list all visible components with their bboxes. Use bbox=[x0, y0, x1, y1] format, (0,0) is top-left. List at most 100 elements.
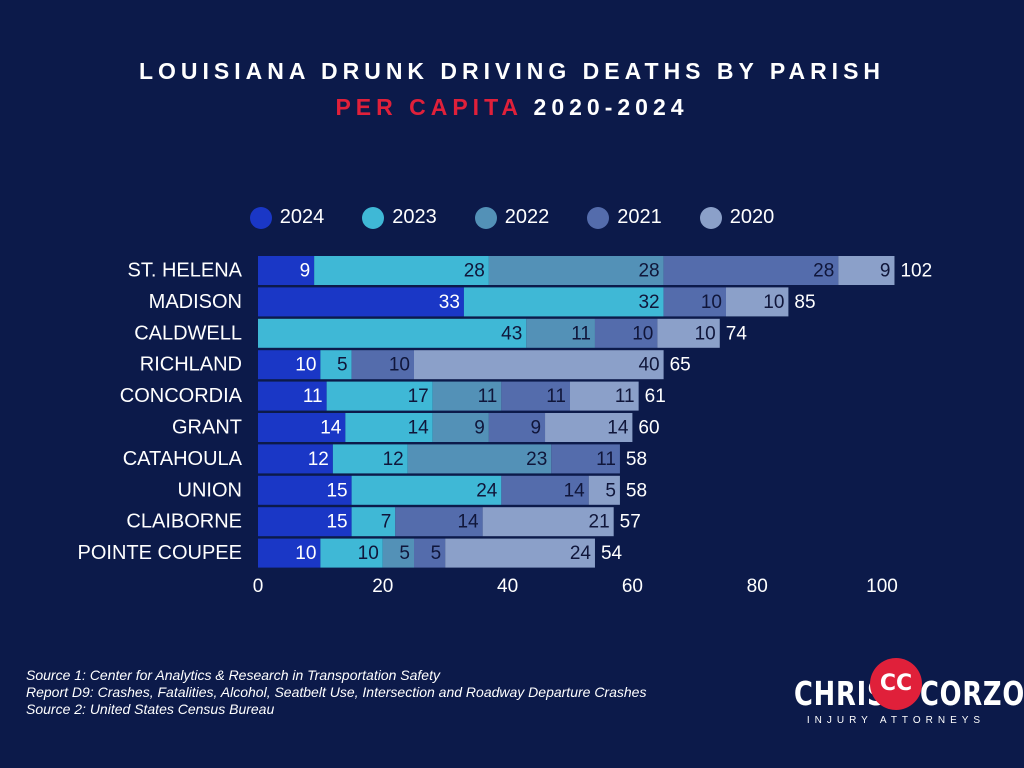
subtitle-rest: 2020-2024 bbox=[522, 94, 689, 120]
data-label: 10 bbox=[701, 292, 722, 313]
bar-segment-2020 bbox=[545, 413, 633, 442]
data-label: 9 bbox=[530, 418, 541, 439]
bar-segment-2022 bbox=[432, 413, 489, 442]
total-label: 54 bbox=[601, 543, 623, 564]
x-tick-label: 0 bbox=[253, 576, 264, 597]
stacked-bar-chart: ST. HELENA 9 28 28 28 9 102 MADISON 33 32 10 10 85 CA… bbox=[78, 256, 932, 597]
data-label: 10 bbox=[763, 292, 784, 313]
bar-segment-2021 bbox=[351, 350, 414, 380]
x-tick-label: 100 bbox=[866, 576, 898, 597]
chart-legend: 2024 2023 2022 2021 2020 bbox=[0, 206, 1024, 229]
data-label: 5 bbox=[399, 543, 410, 564]
legend-swatch-icon bbox=[362, 206, 385, 229]
legend-swatch-icon bbox=[474, 206, 497, 229]
total-label: 74 bbox=[726, 323, 748, 344]
data-label: 28 bbox=[813, 261, 834, 282]
subtitle-accent: PER CAPITA bbox=[335, 94, 523, 120]
data-label: 12 bbox=[383, 449, 404, 470]
category-label: CONCORDIA bbox=[120, 385, 243, 407]
data-label: 11 bbox=[478, 386, 498, 407]
legend-item-2020: 2020 bbox=[699, 206, 775, 229]
data-label: 23 bbox=[526, 449, 547, 470]
bar-segment-2023 bbox=[320, 538, 383, 568]
bar-segment-2023 bbox=[351, 507, 396, 537]
data-label: 11 bbox=[571, 323, 591, 344]
bar-segment-2024 bbox=[258, 381, 327, 411]
chart-subtitle: PER CAPITA 2020-2024 bbox=[0, 94, 1024, 121]
legend-item-2021: 2021 bbox=[587, 206, 662, 229]
bar-segment-2022 bbox=[382, 538, 414, 568]
bar-segment-2024 bbox=[258, 287, 464, 317]
data-label: 5 bbox=[337, 355, 348, 376]
bar-segment-2021 bbox=[501, 475, 589, 505]
data-label: 28 bbox=[638, 261, 659, 282]
data-label: 10 bbox=[295, 543, 316, 564]
category-label: POINTE COUPEE bbox=[78, 542, 242, 564]
data-label: 43 bbox=[501, 323, 522, 344]
data-label: 11 bbox=[303, 386, 323, 407]
data-label: 21 bbox=[589, 512, 610, 533]
legend-swatch-icon bbox=[249, 206, 272, 229]
source-line-1: Source 1: Center for Analytics & Researc… bbox=[26, 667, 440, 683]
bar-segment-2022 bbox=[488, 256, 664, 285]
logo-tagline: INJURY ATTORNEYS bbox=[806, 715, 986, 726]
data-label: 14 bbox=[320, 418, 342, 439]
legend-item-2024: 2024 bbox=[249, 206, 324, 229]
category-label: CLAIBORNE bbox=[126, 511, 242, 533]
bar-segment-2021 bbox=[663, 256, 839, 285]
data-label: 11 bbox=[615, 386, 635, 407]
total-label: 58 bbox=[626, 449, 647, 470]
data-label: 7 bbox=[381, 512, 392, 533]
data-label: 10 bbox=[632, 323, 653, 344]
chart-title: LOUISIANA DRUNK DRIVING DEATHS BY PARISH bbox=[138, 58, 886, 84]
legend-item-2023: 2023 bbox=[362, 206, 437, 229]
data-label: 5 bbox=[431, 543, 442, 564]
data-label: 10 bbox=[695, 323, 716, 344]
total-label: 85 bbox=[794, 292, 815, 313]
category-label: UNION bbox=[178, 479, 242, 501]
category-label: ST. HELENA bbox=[128, 260, 243, 282]
data-label: 10 bbox=[295, 355, 316, 376]
bar-segment-2020 bbox=[570, 381, 639, 411]
data-label: 10 bbox=[358, 543, 379, 564]
logo: CHRIS CC CORZO INJURY ATTORNEYS bbox=[790, 656, 1024, 730]
bar-segment-2023 bbox=[463, 287, 664, 317]
legend-label: 2020 bbox=[729, 206, 775, 228]
x-tick-label: 40 bbox=[497, 576, 518, 597]
x-tick-label: 20 bbox=[372, 576, 393, 597]
data-label: 14 bbox=[607, 418, 629, 439]
total-label: 57 bbox=[620, 512, 641, 533]
total-label: 60 bbox=[638, 418, 659, 439]
bar-segment-2020 bbox=[482, 507, 614, 537]
data-label: 33 bbox=[439, 292, 460, 313]
bar-segment-2023 bbox=[332, 444, 408, 474]
data-label: 14 bbox=[457, 512, 479, 533]
bar-segment-2021 bbox=[551, 444, 620, 474]
source-line-2: Report D9: Crashes, Fatalities, Alcohol,… bbox=[26, 684, 647, 700]
bar-segment-2020 bbox=[657, 318, 720, 348]
bar-segment-2023 bbox=[345, 413, 433, 442]
source-line-3: Source 2: United States Census Bureau bbox=[26, 701, 275, 717]
category-label: MADISON bbox=[149, 291, 242, 313]
bar-segment-2021 bbox=[395, 507, 483, 537]
category-label: RICHLAND bbox=[140, 354, 242, 376]
bar-segment-2024 bbox=[258, 444, 333, 474]
data-label: 9 bbox=[300, 261, 311, 282]
bar-segment-2023 bbox=[314, 256, 489, 285]
x-tick-label: 80 bbox=[747, 576, 768, 597]
data-label: 24 bbox=[476, 480, 498, 501]
category-label: GRANT bbox=[172, 417, 242, 439]
total-label: 65 bbox=[670, 355, 691, 376]
legend-swatch-icon bbox=[587, 206, 610, 229]
data-label: 40 bbox=[638, 355, 659, 376]
data-label: 11 bbox=[546, 386, 566, 407]
data-label: 12 bbox=[308, 449, 329, 470]
bar-segment-2024 bbox=[258, 350, 321, 380]
bar-segment-2023 bbox=[258, 318, 527, 348]
bar-segment-2024 bbox=[258, 413, 346, 442]
bar-segment-2022 bbox=[407, 444, 552, 474]
data-label: 32 bbox=[638, 292, 659, 313]
bar-segment-2023 bbox=[326, 381, 433, 411]
bar-segment-2022 bbox=[432, 381, 502, 411]
data-label: 9 bbox=[474, 418, 485, 439]
